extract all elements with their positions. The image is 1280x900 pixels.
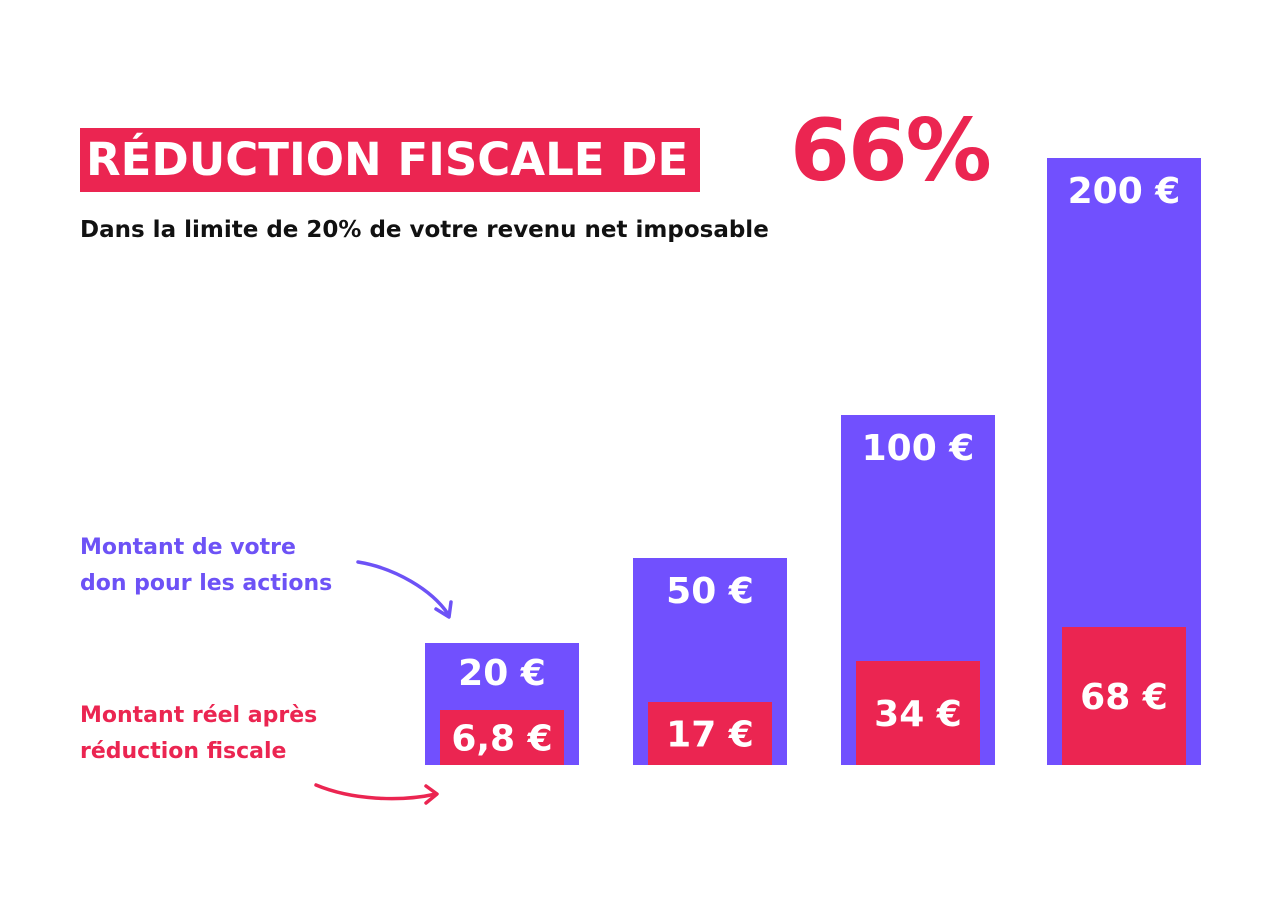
legend-donation: Montant de votre don pour les actions — [80, 530, 380, 602]
label-donation-1: 20 € — [458, 653, 546, 694]
page-subtitle: Dans la limite de 20% de votre revenu ne… — [80, 217, 769, 243]
arrow-net-head-icon — [424, 784, 439, 805]
label-net-3: 34 € — [874, 694, 962, 735]
label-donation-4: 200 € — [1068, 171, 1181, 212]
arrow-net-icon — [314, 783, 438, 801]
legend-net-line-1: Montant réel après — [80, 703, 318, 728]
label-net-2: 17 € — [666, 715, 754, 756]
label-net-1: 6,8 € — [451, 719, 552, 760]
bar-net-2 — [648, 702, 772, 765]
arrow-donation-icon — [356, 560, 450, 616]
bar-net-1 — [440, 710, 564, 765]
bar-net-4 — [1062, 627, 1186, 765]
label-net-4: 68 € — [1080, 677, 1168, 718]
legend-net-line-2: réduction fiscale — [80, 739, 287, 764]
bars-group: 20 € 6,8 € 50 € 17 € 100 € 34 € 200 € 68 € — [425, 158, 1201, 765]
title-percent: 66% — [790, 101, 992, 201]
page-title: RÉDUCTION FISCALE DE — [80, 128, 701, 192]
label-donation-2: 50 € — [666, 571, 754, 612]
arrow-donation-head-icon — [434, 600, 453, 619]
legend-donation-line-2: don pour les actions — [80, 571, 333, 596]
legend-donation-line-1: Montant de votre — [80, 535, 296, 560]
legend-net: Montant réel après réduction fiscale — [80, 698, 380, 770]
bar-net-3 — [856, 661, 980, 765]
label-donation-3: 100 € — [862, 428, 975, 469]
